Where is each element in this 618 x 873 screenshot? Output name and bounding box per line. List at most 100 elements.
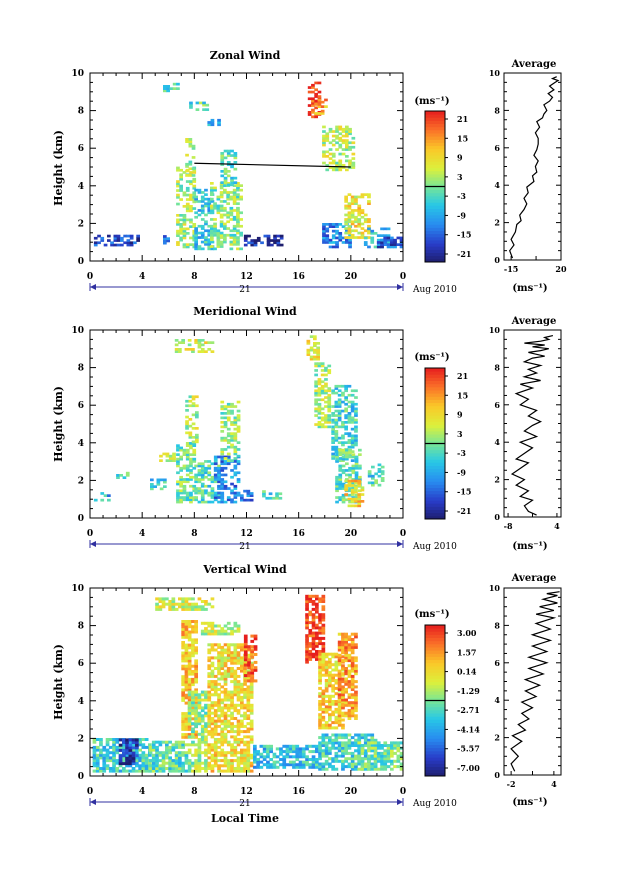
- data-cluster: [187, 690, 208, 773]
- data-cell: [262, 747, 267, 751]
- data-cell: [192, 487, 197, 490]
- data-cell: [316, 353, 320, 356]
- data-cell: [230, 421, 234, 424]
- data-cell: [192, 196, 197, 199]
- data-cell: [335, 489, 339, 493]
- data-cell: [187, 683, 192, 687]
- data-cell: [320, 418, 325, 422]
- data-cell: [220, 405, 225, 408]
- data-cell: [230, 627, 234, 631]
- data-cell: [338, 451, 343, 454]
- data-cell: [197, 491, 202, 495]
- data-cell: [204, 220, 208, 224]
- data-cell: [194, 651, 198, 655]
- data-cell: [393, 238, 397, 242]
- data-cell: [350, 651, 355, 655]
- data-cell: [226, 643, 231, 647]
- data-cell: [210, 748, 215, 752]
- data-cell: [324, 684, 329, 688]
- data-cell: [197, 480, 202, 484]
- data-cell: [256, 758, 260, 761]
- data-cell: [200, 496, 205, 499]
- data-cell: [229, 218, 234, 221]
- data-cell: [347, 421, 352, 424]
- data-cell: [233, 706, 238, 710]
- data-cell: [230, 405, 234, 408]
- data-cell: [197, 500, 202, 504]
- data-cell: [99, 769, 103, 773]
- data-cell: [341, 706, 345, 710]
- colorbar-swatch: [425, 471, 445, 476]
- data-cell: [194, 696, 198, 700]
- data-cell: [318, 751, 322, 755]
- data-cell: [204, 767, 208, 770]
- data-cell: [220, 769, 225, 773]
- colorbar-swatch: [425, 399, 445, 404]
- data-cell: [108, 759, 113, 763]
- data-cell: [194, 227, 198, 230]
- data-cell: [168, 607, 172, 611]
- data-cell: [128, 740, 133, 744]
- data-cell: [213, 748, 218, 752]
- data-cell: [220, 732, 225, 736]
- data-cell: [184, 759, 189, 763]
- data-cell: [179, 225, 183, 228]
- data-cell: [338, 143, 343, 147]
- data-cell: [273, 241, 277, 245]
- data-cell: [266, 755, 270, 759]
- data-cluster: [253, 744, 319, 769]
- data-cell: [292, 760, 296, 764]
- data-cell: [334, 402, 339, 406]
- data-cell: [217, 478, 221, 481]
- data-cell: [210, 224, 214, 228]
- colorbar-tick-label: -5.57: [457, 744, 480, 754]
- data-cell: [334, 738, 339, 742]
- data-cell: [307, 113, 312, 116]
- data-cell: [118, 759, 123, 763]
- data-cell: [223, 206, 227, 210]
- data-cell: [282, 758, 287, 761]
- data-cell: [386, 245, 391, 249]
- data-cell: [350, 213, 355, 217]
- data-cell: [306, 348, 311, 352]
- data-cell: [197, 469, 202, 472]
- data-cell: [309, 335, 314, 338]
- data-cell: [348, 234, 352, 237]
- data-cell: [376, 243, 381, 246]
- data-cell: [246, 745, 251, 749]
- data-cell: [370, 238, 375, 242]
- data-cell: [187, 643, 192, 647]
- colorbar-swatch: [425, 672, 445, 676]
- data-cell: [318, 639, 322, 643]
- colorbar-swatch: [425, 750, 445, 755]
- data-cell: [240, 643, 244, 647]
- data-cell: [363, 749, 368, 753]
- data-cell: [348, 489, 352, 493]
- data-cell: [360, 227, 365, 230]
- data-cell: [344, 204, 348, 208]
- data-cell: [350, 443, 355, 447]
- data-cell: [338, 164, 343, 167]
- data-cell: [171, 761, 176, 765]
- data-cell: [204, 341, 208, 344]
- data-cell: [350, 744, 355, 747]
- data-cell: [347, 393, 352, 397]
- data-cell: [320, 423, 325, 426]
- data-cell: [321, 600, 326, 603]
- data-cell: [230, 179, 234, 182]
- data-cell: [135, 751, 139, 755]
- data-cell: [213, 218, 217, 221]
- data-cell: [341, 141, 346, 145]
- data-cell: [354, 709, 358, 713]
- data-cell: [92, 753, 97, 757]
- data-cell: [194, 703, 198, 707]
- data-cell: [187, 630, 192, 634]
- data-cell: [347, 645, 352, 649]
- data-cell: [217, 473, 221, 477]
- data-cell: [184, 607, 189, 611]
- data-cell: [383, 741, 388, 745]
- average-y-tick-label: 2: [494, 218, 500, 228]
- data-cell: [344, 425, 348, 429]
- colorbar-swatch: [425, 462, 445, 466]
- data-cell: [197, 236, 202, 239]
